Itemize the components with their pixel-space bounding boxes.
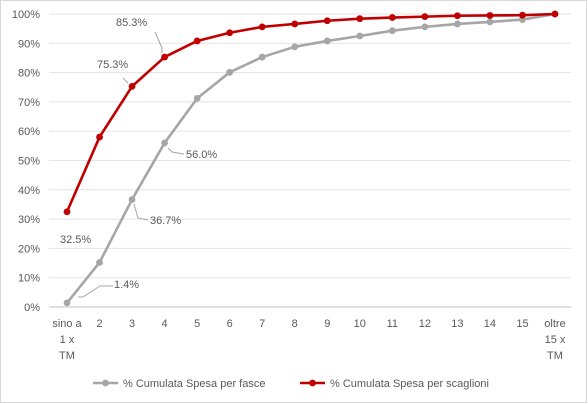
x-tick-label: 6	[227, 318, 233, 330]
x-tick-label: 7	[259, 318, 265, 330]
x-tick-label: 12	[419, 318, 431, 330]
x-tick-label: 3	[129, 318, 135, 330]
grid-lines	[49, 13, 571, 279]
data-point	[323, 17, 331, 25]
y-tick-label: 30%	[18, 214, 40, 226]
data-point	[291, 43, 299, 51]
data-point	[519, 11, 526, 19]
annotation-leader	[78, 285, 113, 298]
y-tick-label: 0%	[24, 302, 40, 314]
y-tick-label: 100%	[12, 9, 40, 21]
data-point	[454, 20, 461, 28]
y-tick-label: 20%	[18, 243, 40, 255]
data-point	[291, 20, 299, 28]
data-label: 1.4%	[114, 279, 139, 291]
annotation-leader	[167, 147, 185, 155]
data-point	[388, 27, 396, 35]
y-tick-label: 10%	[18, 273, 40, 285]
data-point	[486, 12, 494, 19]
legend-label: % Cumulata Spesa per fasce	[123, 378, 265, 390]
x-tick-label: 5	[194, 318, 200, 330]
y-tick-label: 90%	[18, 38, 40, 50]
data-label: 32.5%	[60, 234, 91, 246]
series-line-0	[65, 12, 556, 304]
data-point	[258, 53, 266, 61]
data-point	[161, 53, 169, 61]
y-tick-label: 40%	[18, 185, 40, 197]
x-tick-label: 4	[162, 318, 168, 330]
data-point	[356, 32, 364, 40]
legend: % Cumulata Spesa per fasce % Cumulata Spe…	[93, 378, 489, 390]
data-label: 75.3%	[97, 59, 128, 71]
y-tick-label: 60%	[18, 126, 40, 138]
x-tick-label: 13	[451, 318, 463, 330]
x-tick-label: oltre 15 x TM	[544, 318, 566, 362]
x-tick-label: 10	[354, 318, 366, 330]
data-point	[356, 15, 364, 23]
x-tick-label: 14	[484, 318, 496, 330]
x-tick-label: 11	[387, 318, 398, 330]
data-point	[551, 10, 559, 18]
data-point	[96, 259, 103, 266]
data-point	[63, 208, 71, 216]
data-label: 56.0%	[186, 149, 217, 161]
data-labels: 1.4% 36.7% 56.0% 32.5% 75.3% 85.3%	[60, 17, 217, 291]
data-point	[226, 29, 234, 37]
data-point	[128, 82, 136, 90]
data-point	[128, 196, 136, 203]
data-label: 85.3%	[116, 17, 147, 29]
data-point	[96, 133, 103, 141]
data-point	[161, 139, 169, 147]
series-lines	[65, 12, 556, 304]
data-label: 36.7%	[150, 215, 181, 227]
series-line-1	[65, 12, 556, 213]
data-point	[421, 23, 429, 31]
x-tick-label: 9	[324, 318, 330, 330]
annotation-leader	[154, 31, 163, 53]
annotation-leader	[122, 77, 129, 84]
legend-swatch-marker	[102, 379, 109, 387]
data-point	[193, 37, 201, 45]
legend-label: % Cumulata Spesa per scaglioni	[330, 378, 489, 390]
annotation-leaders	[78, 31, 185, 298]
y-axis-tick-labels: 0% 10% 20% 30% 40% 50% 60% 70% 80% 90% 100%	[12, 9, 40, 314]
data-point	[63, 299, 71, 307]
x-tick-label: 2	[96, 318, 102, 330]
x-tick-label: 8	[292, 318, 298, 330]
annotation-leader	[133, 203, 149, 221]
data-point	[454, 12, 461, 20]
y-tick-label: 70%	[18, 97, 40, 109]
x-tick-label: 15	[516, 318, 528, 330]
data-point	[388, 14, 396, 21]
y-tick-label: 80%	[18, 68, 40, 80]
legend-swatch-marker	[309, 379, 316, 387]
data-point	[486, 18, 494, 26]
data-point	[193, 94, 201, 102]
y-tick-label: 50%	[18, 156, 40, 168]
data-point	[258, 23, 266, 31]
data-point	[226, 68, 234, 76]
data-point	[323, 37, 331, 45]
series-points	[63, 10, 559, 307]
data-point	[421, 13, 429, 21]
